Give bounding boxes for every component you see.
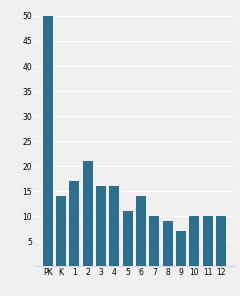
Bar xyxy=(203,216,213,266)
Bar xyxy=(56,196,66,266)
Bar xyxy=(136,196,146,266)
Bar xyxy=(69,181,79,266)
Bar xyxy=(123,211,133,266)
Bar xyxy=(109,186,120,266)
Bar xyxy=(43,16,53,266)
Bar xyxy=(83,161,93,266)
Bar xyxy=(216,216,226,266)
Bar xyxy=(176,231,186,266)
Bar xyxy=(189,216,199,266)
Bar xyxy=(163,221,173,266)
Bar xyxy=(96,186,106,266)
Bar xyxy=(149,216,159,266)
